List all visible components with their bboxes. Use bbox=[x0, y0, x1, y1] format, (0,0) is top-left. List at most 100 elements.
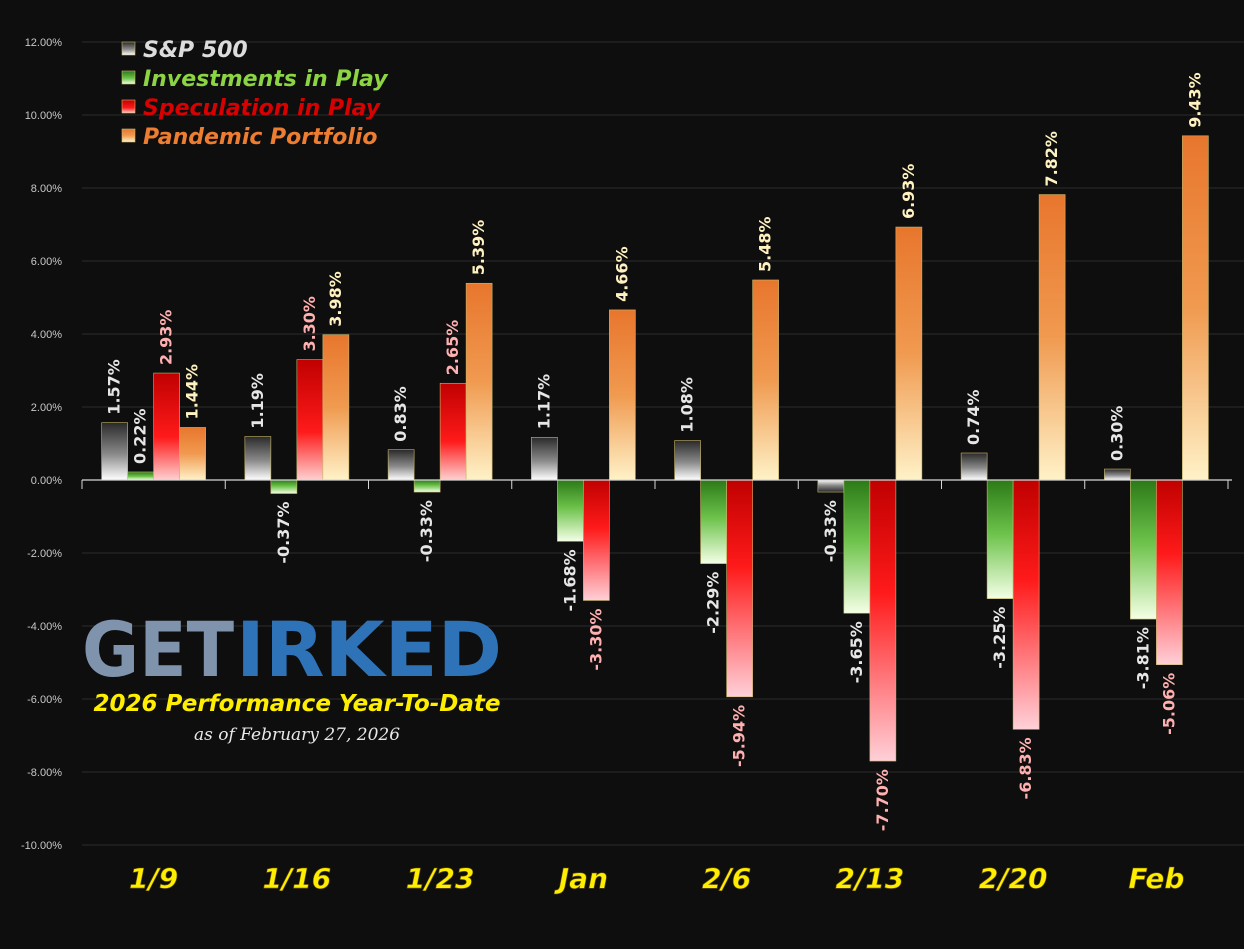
y-tick-label: 0.00% bbox=[31, 475, 62, 487]
data-label-investments-in-play-1-9: 0.22% bbox=[131, 408, 150, 464]
bar-speculation-in-play-2-13 bbox=[869, 479, 897, 762]
legend: S&P 500 Investments in Play Speculation in… bbox=[121, 38, 389, 150]
bar-speculation-in-play-1-23 bbox=[439, 382, 467, 481]
category-label-1-9: 1/9 bbox=[129, 862, 178, 895]
data-label-pandemic-portfolio-2-20: 7.82% bbox=[1042, 131, 1061, 187]
data-label-sandp-500-1-9: 1.57% bbox=[105, 359, 124, 415]
y-tick-label: -6.00% bbox=[27, 694, 62, 706]
logo-get-text: GET bbox=[82, 605, 234, 694]
bar-pandemic-portfolio-feb bbox=[1182, 135, 1209, 481]
bar-speculation-in-play-feb bbox=[1156, 479, 1183, 665]
data-label-pandemic-portfolio-2-13: 6.93% bbox=[899, 164, 918, 220]
data-label-sandp-500-feb: 0.30% bbox=[1107, 406, 1126, 462]
bar-pandemic-portfolio-2-6 bbox=[752, 279, 779, 481]
y-tick-label: 10.00% bbox=[25, 110, 63, 122]
bar-investments-in-play-2-20 bbox=[986, 479, 1014, 599]
data-label-sandp-500-1-16: 1.19% bbox=[248, 373, 267, 429]
data-label-sandp-500-1-23: 0.83% bbox=[391, 386, 410, 442]
data-label-sandp-500-2-20: 0.74% bbox=[964, 389, 983, 445]
bar-investments-in-play-1-23 bbox=[413, 479, 441, 493]
y-axis-tick-labels: 12.00% 10.00% 8.00% 6.00% 4.00% 2.00% 0.00% -2.… bbox=[21, 37, 62, 852]
bar-pandemic-portfolio-1-23 bbox=[465, 282, 493, 481]
y-tick-label: 6.00% bbox=[31, 256, 62, 268]
category-label-jan: Jan bbox=[554, 862, 608, 895]
data-label-investments-in-play-feb: -3.81% bbox=[1133, 627, 1152, 689]
legend-label-sandp-500: S&P 500 bbox=[143, 38, 248, 63]
x-axis bbox=[81, 479, 1232, 489]
bar-speculation-in-play-jan bbox=[583, 479, 610, 601]
category-label-1-23: 1/23 bbox=[406, 862, 475, 895]
logo-irked-text: IRKED bbox=[236, 605, 502, 694]
legend-swatch-investments-in-play bbox=[121, 70, 136, 85]
gridlines bbox=[82, 41, 1244, 846]
legend-swatch-sandp-500 bbox=[121, 41, 136, 56]
data-label-pandemic-portfolio-1-16: 3.98% bbox=[326, 271, 345, 327]
data-label-investments-in-play-2-6: -2.29% bbox=[704, 572, 723, 634]
bar-sandp-500-jan bbox=[531, 436, 558, 481]
data-label-investments-in-play-2-20: -3.25% bbox=[990, 607, 1009, 669]
data-label-pandemic-portfolio-2-6: 5.48% bbox=[756, 216, 775, 272]
data-label-investments-in-play-2-13: -3.65% bbox=[847, 621, 866, 683]
data-label-pandemic-portfolio-feb: 9.43% bbox=[1185, 72, 1204, 128]
legend-swatch-speculation-in-play bbox=[121, 99, 136, 114]
y-tick-label: 4.00% bbox=[31, 329, 62, 341]
bar-sandp-500-1-23 bbox=[387, 449, 415, 481]
data-labels: 1.57% 0.22% 2.93% 1.44% 1.19% -0.37% 3.30% 3.98… bbox=[105, 72, 1205, 831]
bar-sandp-500-2-13 bbox=[817, 479, 845, 493]
bar-sandp-500-feb bbox=[1104, 468, 1131, 481]
y-tick-label: -4.00% bbox=[27, 621, 62, 633]
legend-label-investments-in-play: Investments in Play bbox=[143, 67, 389, 92]
y-tick-label: 2.00% bbox=[31, 402, 62, 414]
data-label-speculation-in-play-1-9: 2.93% bbox=[157, 310, 176, 366]
bar-speculation-in-play-1-9 bbox=[153, 372, 180, 481]
bar-speculation-in-play-2-6 bbox=[726, 479, 753, 698]
bar-pandemic-portfolio-1-16 bbox=[322, 334, 350, 481]
bar-speculation-in-play-1-16 bbox=[296, 359, 324, 481]
bar-sandp-500-2-20 bbox=[960, 452, 988, 481]
data-label-pandemic-portfolio-jan: 4.66% bbox=[612, 246, 631, 302]
bars bbox=[101, 135, 1209, 762]
bar-investments-in-play-2-6 bbox=[700, 479, 727, 564]
y-tick-label: -2.00% bbox=[27, 548, 62, 560]
performance-title: 2026 Performance Year-To-Date bbox=[93, 691, 500, 717]
data-label-speculation-in-play-jan: -3.30% bbox=[586, 608, 605, 670]
bar-investments-in-play-2-13 bbox=[843, 479, 871, 614]
data-label-speculation-in-play-2-13: -7.70% bbox=[873, 769, 892, 831]
bar-investments-in-play-feb bbox=[1130, 479, 1157, 620]
category-label-1-16: 1/16 bbox=[263, 862, 332, 895]
legend-label-pandemic-portfolio: Pandemic Portfolio bbox=[143, 125, 378, 150]
bar-investments-in-play-1-16 bbox=[270, 479, 298, 494]
data-label-investments-in-play-1-23: -0.33% bbox=[417, 500, 436, 562]
category-label-feb: Feb bbox=[1128, 862, 1184, 895]
y-tick-label: -8.00% bbox=[27, 767, 62, 779]
bar-pandemic-portfolio-2-20 bbox=[1038, 194, 1066, 481]
bar-sandp-500-1-16 bbox=[244, 436, 272, 481]
bar-pandemic-portfolio-1-9 bbox=[179, 427, 206, 481]
y-tick-label: 12.00% bbox=[25, 37, 63, 49]
bar-sandp-500-2-6 bbox=[674, 440, 701, 481]
category-label-2-13: 2/13 bbox=[836, 862, 905, 895]
category-label-2-6: 2/6 bbox=[702, 862, 751, 895]
data-label-investments-in-play-1-16: -0.37% bbox=[274, 502, 293, 564]
data-label-investments-in-play-jan: -1.68% bbox=[560, 549, 579, 611]
data-label-speculation-in-play-1-16: 3.30% bbox=[300, 296, 319, 352]
branding: GET IRKED 2026 Performance Year-To-Date … bbox=[82, 605, 502, 745]
data-label-pandemic-portfolio-1-9: 1.44% bbox=[183, 364, 202, 420]
performance-subtitle: as of February 27, 2026 bbox=[194, 725, 400, 745]
bar-investments-in-play-1-9 bbox=[127, 471, 154, 481]
y-tick-label: 8.00% bbox=[31, 183, 62, 195]
bar-sandp-500-1-9 bbox=[101, 422, 128, 481]
data-label-sandp-500-2-6: 1.08% bbox=[678, 377, 697, 433]
y-tick-label: -10.00% bbox=[21, 840, 62, 852]
legend-swatch-pandemic-portfolio bbox=[121, 128, 136, 143]
data-label-pandemic-portfolio-1-23: 5.39% bbox=[469, 220, 488, 276]
category-label-2-20: 2/20 bbox=[979, 862, 1048, 895]
bar-pandemic-portfolio-jan bbox=[609, 309, 636, 481]
legend-label-speculation-in-play: Speculation in Play bbox=[143, 96, 382, 121]
data-label-sandp-500-jan: 1.17% bbox=[534, 374, 553, 430]
bar-pandemic-portfolio-2-13 bbox=[895, 226, 923, 481]
x-axis-category-labels: 1/9 1/16 1/23 Jan 2/6 2/13 2/20 Feb bbox=[129, 862, 1185, 896]
getirked-logo: GET IRKED bbox=[82, 605, 502, 694]
